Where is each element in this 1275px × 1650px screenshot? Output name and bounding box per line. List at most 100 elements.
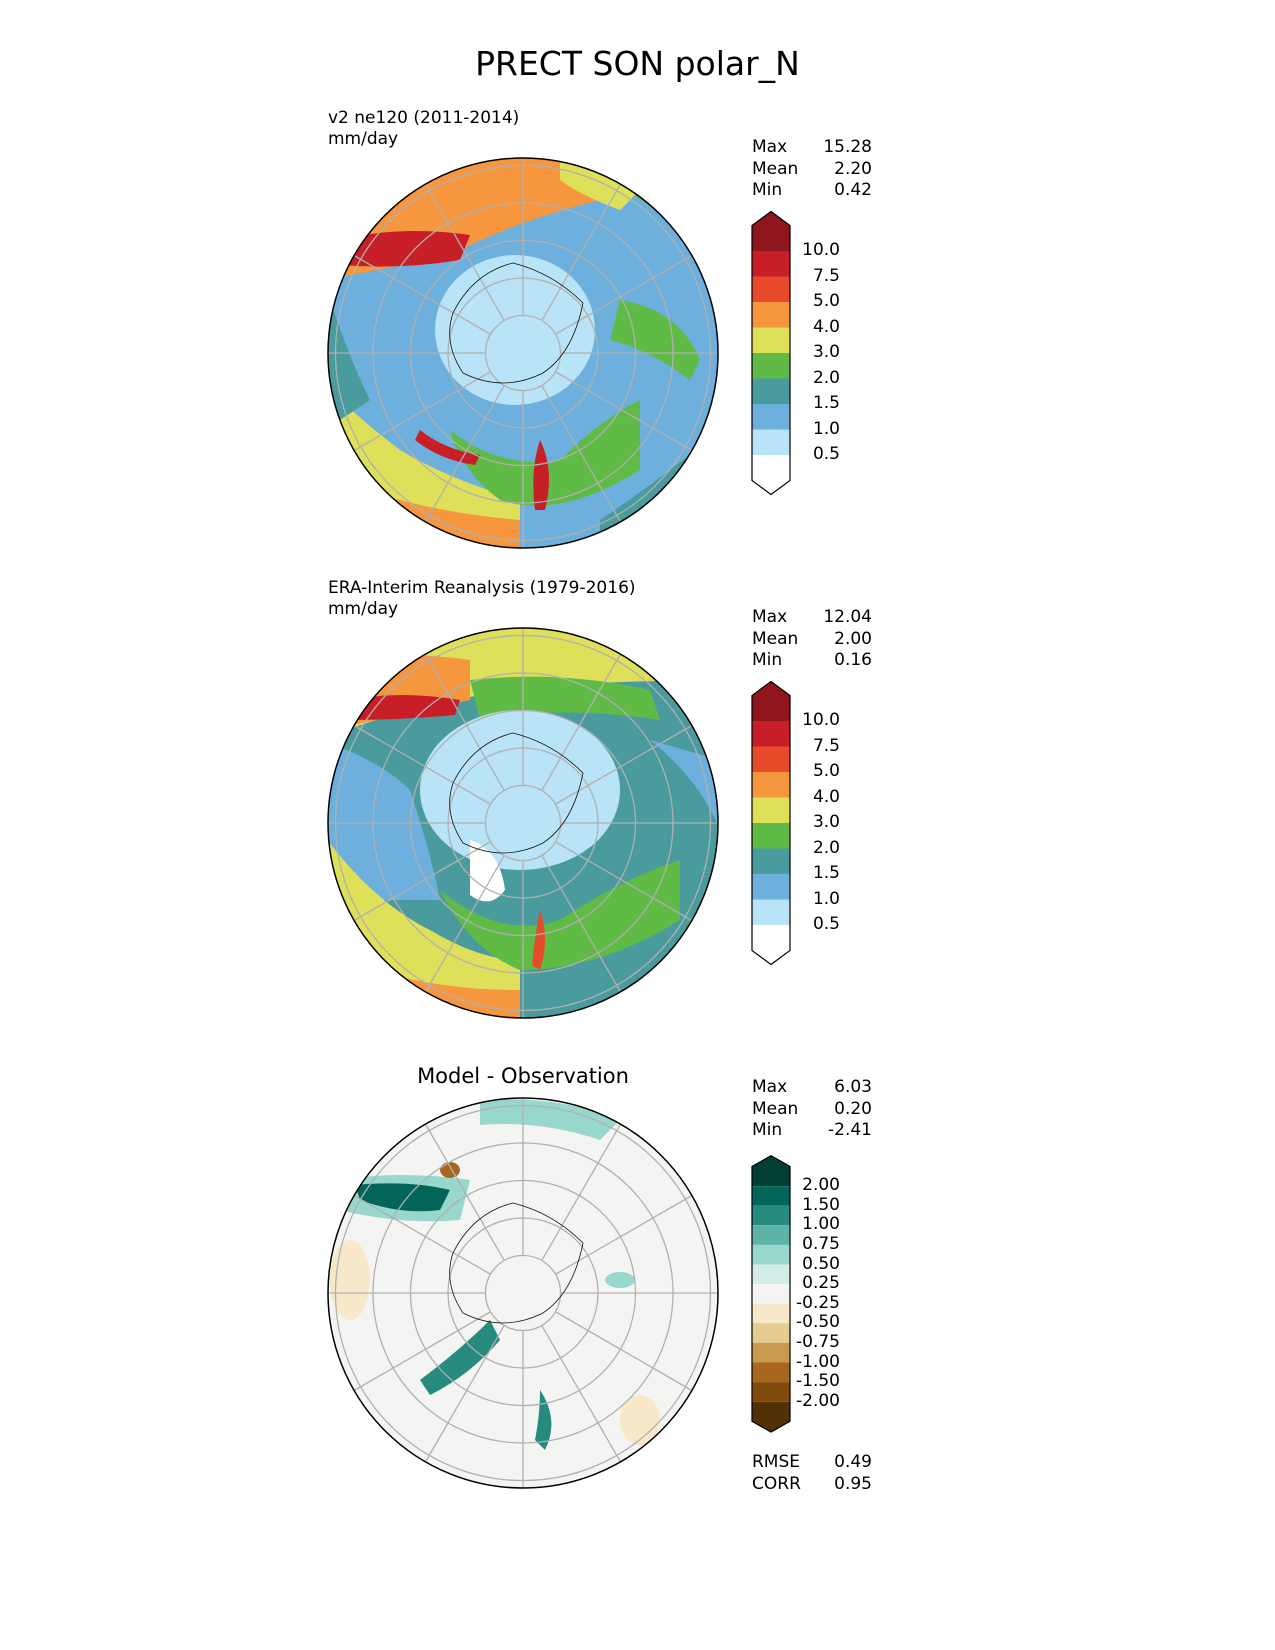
colorbar-tick-label: 2.0 bbox=[812, 837, 840, 858]
colorbar-segment bbox=[752, 1284, 790, 1304]
stat-label: Min bbox=[752, 650, 783, 670]
colorbar-tick-label: 1.0 bbox=[812, 888, 840, 909]
panel-title-text: ERA-Interim Reanalysis (1979-2016) bbox=[328, 578, 636, 598]
longitude-line bbox=[541, 385, 622, 523]
colorbar-outline bbox=[751, 1155, 791, 1433]
colorbar-segment bbox=[752, 681, 790, 721]
metric-corr: 0.95 bbox=[834, 1473, 872, 1494]
stat-label: Mean bbox=[752, 158, 799, 179]
colorbar-segment bbox=[752, 378, 790, 404]
colorbar-segment bbox=[752, 1186, 790, 1206]
colorbar-segment bbox=[752, 1244, 790, 1265]
colorbar-segment bbox=[752, 746, 790, 772]
colorbar-tick-label: -1.50 bbox=[796, 1371, 840, 1392]
panel-title-observation: ERA-Interim Reanalysis (1979-2016) mm/da… bbox=[328, 578, 636, 620]
stat-mean: 2.20 bbox=[834, 158, 872, 179]
colorbar-tick-label: 3.0 bbox=[812, 812, 840, 832]
colorbar-tick-label: 1.0 bbox=[812, 418, 840, 439]
map-observation bbox=[328, 628, 718, 1018]
longitude-line bbox=[541, 855, 622, 993]
colorbar-tick-label: -0.25 bbox=[796, 1292, 840, 1313]
metrics-difference: RMSE 0.49 CORR 0.95 bbox=[752, 1452, 872, 1495]
stat-label: Min bbox=[752, 1120, 783, 1140]
longitude-line bbox=[424, 1123, 505, 1261]
colorbar-segment bbox=[752, 353, 790, 379]
colorbar-tick-label: -0.50 bbox=[796, 1312, 840, 1333]
colorbar-segment bbox=[752, 797, 790, 823]
colorbar-outline bbox=[751, 210, 791, 496]
colorbar-tick-label: 7.5 bbox=[812, 265, 840, 286]
colorbar-tick-label: 2.0 bbox=[812, 367, 840, 388]
longitude-line bbox=[424, 1325, 505, 1463]
colorbar-segment bbox=[752, 925, 790, 965]
colorbar-tick-label: 0.5 bbox=[812, 444, 840, 464]
stat-min: 0.42 bbox=[834, 180, 872, 200]
colorbar-tick-label: 5.0 bbox=[812, 291, 840, 311]
stat-min: 0.16 bbox=[834, 650, 872, 670]
colorbar-segment bbox=[752, 1225, 790, 1245]
coastline bbox=[449, 1202, 584, 1324]
colorbar-tick-label: 0.75 bbox=[802, 1233, 840, 1254]
map-boundary bbox=[327, 157, 719, 549]
figure-title: PRECT SON polar_N bbox=[475, 44, 800, 83]
longitude-line bbox=[353, 724, 491, 805]
colorbar-segment bbox=[752, 327, 790, 353]
colorbar-segment bbox=[752, 1342, 790, 1363]
coastline bbox=[449, 262, 584, 384]
metric-label: RMSE bbox=[752, 1452, 801, 1472]
colorbar-tick-label: 1.00 bbox=[802, 1214, 840, 1235]
colorbar-tick-label: 3.0 bbox=[812, 342, 840, 362]
colorbar-segment bbox=[752, 1323, 790, 1343]
colorbar-segment bbox=[752, 874, 790, 900]
stat-label: Min bbox=[752, 180, 783, 200]
colorbar-tick-label: -2.00 bbox=[796, 1390, 840, 1411]
stat-label: Max bbox=[752, 1077, 788, 1097]
colorbar-tick-label: 10.0 bbox=[802, 710, 840, 730]
graticule bbox=[327, 157, 719, 549]
colorbar-segment bbox=[752, 721, 790, 747]
colorbar-segment bbox=[752, 455, 790, 495]
longitude-line bbox=[353, 1194, 491, 1275]
colorbar-segment bbox=[752, 1362, 790, 1383]
stats-model: Max 15.28 Mean 2.20 Min 0.42 bbox=[752, 137, 872, 202]
longitude-line bbox=[555, 371, 693, 452]
graticule bbox=[327, 627, 719, 1019]
colorbar-tick-label: 4.0 bbox=[812, 786, 840, 807]
colorbar-segment bbox=[752, 302, 790, 328]
stats-observation: Max 12.04 Mean 2.00 Min 0.16 bbox=[752, 607, 872, 672]
stat-max: 15.28 bbox=[823, 137, 872, 157]
map-difference bbox=[328, 1098, 718, 1488]
longitude-line bbox=[555, 1311, 693, 1392]
longitude-line bbox=[424, 653, 505, 791]
colorbar-precip bbox=[751, 210, 791, 496]
colorbar-tick-label: 2.00 bbox=[802, 1175, 840, 1196]
stat-mean: 0.20 bbox=[834, 1098, 872, 1119]
stat-label: Max bbox=[752, 137, 788, 157]
longitude-line bbox=[353, 371, 491, 452]
stat-max: 12.04 bbox=[823, 607, 872, 627]
longitude-line bbox=[424, 385, 505, 523]
map-model bbox=[328, 158, 718, 548]
graticule-layer bbox=[327, 157, 719, 1489]
colorbar-segment bbox=[752, 1155, 790, 1187]
colorbar-segment bbox=[752, 404, 790, 430]
colorbar-segment bbox=[752, 429, 790, 455]
longitude-line bbox=[353, 1311, 491, 1392]
colorbar-segment bbox=[752, 823, 790, 849]
colorbar-segment bbox=[752, 1401, 790, 1433]
panel-units: mm/day bbox=[328, 599, 399, 619]
longitude-line bbox=[353, 841, 491, 922]
map-boundary bbox=[327, 627, 719, 1019]
panel-units: mm/day bbox=[328, 129, 399, 149]
stat-label: Mean bbox=[752, 1098, 799, 1119]
colorbar-tick-label: 1.5 bbox=[812, 863, 840, 883]
colorbar-segment bbox=[752, 899, 790, 925]
colorbar-segment bbox=[752, 276, 790, 302]
stat-label: Mean bbox=[752, 628, 799, 649]
graticule bbox=[327, 1097, 719, 1489]
longitude-line bbox=[555, 841, 693, 922]
colorbar-segment bbox=[752, 251, 790, 277]
panel-title-model: v2 ne120 (2011-2014) mm/day bbox=[328, 108, 519, 150]
colorbar-segment bbox=[752, 772, 790, 798]
